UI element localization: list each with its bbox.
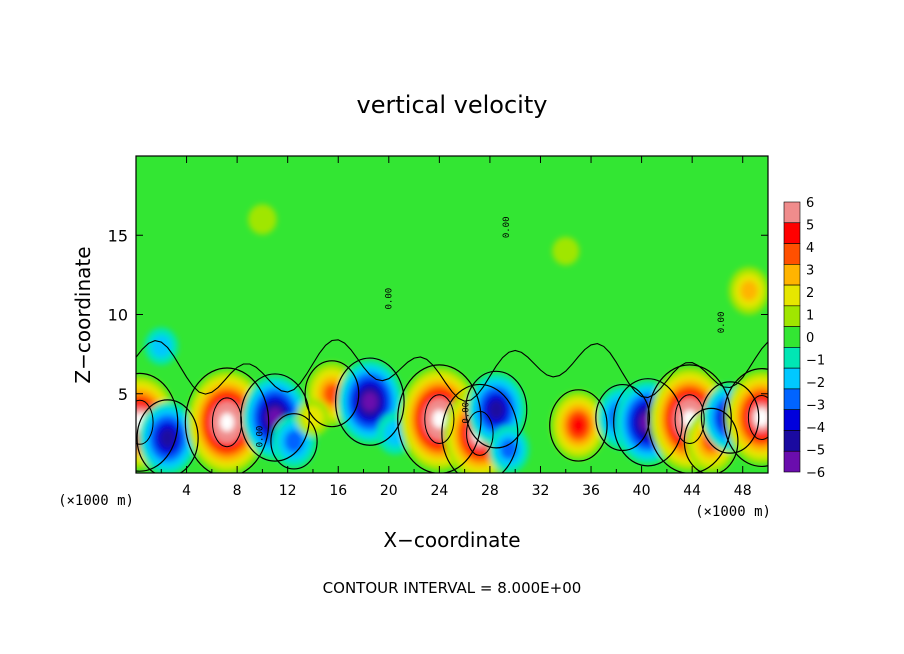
field-feature-20-level-3 bbox=[740, 280, 758, 301]
colorbar-cell-2 bbox=[783, 284, 801, 307]
contour-zero-5 bbox=[304, 360, 360, 428]
contour-label-4: 0.00 bbox=[717, 312, 727, 334]
field-feature-22-level-1 bbox=[248, 204, 277, 235]
x-tick-label-32: 32 bbox=[532, 483, 550, 499]
field-feature-7-level-6 bbox=[362, 392, 378, 412]
contour-zero-15 bbox=[613, 378, 683, 467]
field-feature-1-level-5 bbox=[159, 428, 176, 449]
x-tick-label-36: 36 bbox=[582, 483, 600, 499]
colorbar-label-1: 5 bbox=[806, 219, 814, 234]
x-tick-label-44: 44 bbox=[683, 483, 701, 499]
contour-zero-1 bbox=[136, 399, 199, 473]
colorbar: 6 5 4 3 2 1 0 −1 −2 −3 −4 −5 −6 bbox=[783, 196, 825, 481]
field-feature-4-level-3 bbox=[284, 430, 304, 453]
colorbar-label-2: 4 bbox=[806, 241, 814, 256]
field-feature-23-level-1 bbox=[552, 236, 580, 266]
colorbar-cell--2 bbox=[783, 367, 801, 390]
y-tick-label-10: 10 bbox=[108, 306, 128, 325]
field-feature-11-level-5 bbox=[488, 399, 505, 420]
contour-inner-9 bbox=[424, 394, 455, 445]
contour-zero-0 bbox=[136, 372, 179, 472]
colorbar-label-4: 2 bbox=[806, 286, 814, 301]
colorbar-cell-4 bbox=[783, 243, 801, 265]
contour-upper-band bbox=[136, 339, 768, 402]
contour-zero-13 bbox=[549, 389, 608, 462]
colorbar-label-6: 0 bbox=[806, 331, 814, 346]
y-axis-ticks: 5 10 15 bbox=[108, 226, 768, 404]
contour-inner-2 bbox=[211, 397, 243, 448]
contour-inner-19 bbox=[747, 395, 768, 441]
colorbar-label-0: 6 bbox=[806, 196, 814, 211]
contour-zero-2 bbox=[184, 367, 270, 473]
colorbar-cell-3 bbox=[783, 264, 801, 286]
x-tick-label-24: 24 bbox=[430, 483, 448, 499]
colorbar-cell--5 bbox=[783, 430, 801, 452]
colorbar-cell--3 bbox=[783, 388, 801, 410]
field-feature-19-level-7 bbox=[754, 408, 768, 427]
x-tick-label-40: 40 bbox=[633, 483, 651, 499]
colorbar-label-10: −4 bbox=[806, 421, 825, 436]
y-tick-label-15: 15 bbox=[108, 226, 128, 245]
contour-zero-4 bbox=[270, 413, 318, 470]
x-axis-label: X−coordinate bbox=[383, 528, 520, 552]
contour-inner-16 bbox=[674, 394, 705, 445]
contour-inner-10 bbox=[466, 410, 494, 456]
x-tick-label-4: 4 bbox=[182, 483, 191, 499]
contour-zero-14 bbox=[595, 383, 651, 452]
x-axis-units-left: (×1000 m) bbox=[58, 493, 134, 509]
colorbar-cell--4 bbox=[783, 409, 801, 431]
colorbar-label-3: 3 bbox=[806, 264, 814, 279]
y-tick-label-5: 5 bbox=[118, 385, 128, 404]
colorbar-label-5: 1 bbox=[806, 309, 814, 324]
colorbar-cell--6 bbox=[783, 450, 801, 473]
contour-zero-9 bbox=[397, 364, 482, 473]
contour-zero-3 bbox=[240, 373, 310, 462]
contour-zero-7 bbox=[334, 357, 405, 446]
contour-zero-18 bbox=[700, 381, 760, 454]
x-tick-label-12: 12 bbox=[279, 483, 297, 499]
colorbar-cell-5 bbox=[783, 222, 801, 244]
contour-zero-10 bbox=[441, 383, 519, 473]
x-tick-label-16: 16 bbox=[329, 483, 347, 499]
contour-zero-11 bbox=[465, 370, 528, 449]
colorbar-label-8: −2 bbox=[806, 376, 825, 391]
field-feature-13-level-5 bbox=[570, 416, 586, 435]
colorbar-cell-6 bbox=[783, 201, 801, 224]
y-axis-label: Z−coordinate bbox=[71, 246, 95, 383]
colorbar-cell--1 bbox=[783, 347, 801, 369]
x-tick-label-20: 20 bbox=[380, 483, 398, 499]
contour-label-2: 0.00 bbox=[502, 216, 512, 238]
x-axis-ticks: 4 8 12 16 20 24 28 32 36 40 44 48 bbox=[160, 156, 752, 499]
chart-title: vertical velocity bbox=[357, 91, 548, 119]
velocity-field bbox=[136, 156, 768, 473]
colorbar-label-9: −3 bbox=[806, 399, 825, 414]
contour-interval-note: CONTOUR INTERVAL = 8.000E+00 bbox=[323, 579, 582, 597]
colorbar-label-11: −5 bbox=[806, 444, 825, 459]
colorbar-cell-0 bbox=[783, 326, 801, 348]
field-feature-2-level-8 bbox=[220, 413, 235, 432]
field-feature-12-level-3 bbox=[500, 439, 518, 460]
contour-label-1: 0.00 bbox=[461, 402, 471, 424]
colorbar-cell-1 bbox=[783, 305, 801, 327]
x-tick-label-8: 8 bbox=[233, 483, 242, 499]
contour-lines: 0.00 0.00 0.00 0.00 0.00 bbox=[136, 216, 768, 473]
contour-inner-0 bbox=[136, 399, 154, 445]
colorbar-label-12: −6 bbox=[806, 466, 825, 481]
x-tick-label-48: 48 bbox=[734, 483, 752, 499]
contour-label-3: 0.00 bbox=[384, 288, 394, 310]
contour-zero-17 bbox=[683, 407, 739, 473]
x-axis-units-right: (×1000 m) bbox=[695, 504, 771, 520]
x-tick-label-28: 28 bbox=[481, 483, 499, 499]
colorbar-label-7: −1 bbox=[806, 354, 825, 369]
contour-label-0: 0.00 bbox=[255, 426, 265, 448]
contour-zero-19 bbox=[723, 368, 768, 468]
field-feature-21-level-2 bbox=[151, 334, 172, 358]
